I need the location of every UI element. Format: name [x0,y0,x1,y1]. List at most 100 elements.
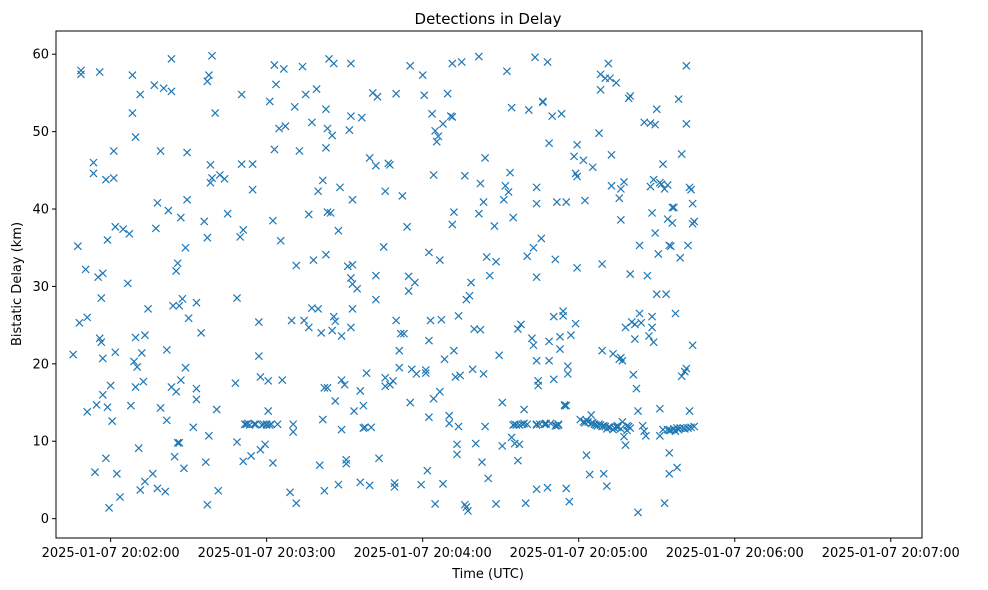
data-point-marker [448,112,457,121]
data-point-marker [524,105,533,114]
data-point-marker [390,482,399,491]
data-point-marker [520,405,529,414]
data-point-marker [666,242,675,251]
data-point-marker [545,139,554,148]
data-point-marker [162,345,171,354]
data-point-marker [304,210,313,219]
data-point-marker [683,241,692,250]
data-point-marker [367,423,376,432]
data-point-marker [532,273,541,282]
data-point-marker [346,323,355,332]
data-point-marker [421,369,430,378]
data-point-marker [668,203,677,212]
data-point-marker [479,369,488,378]
data-point-marker [690,217,699,226]
data-point-marker [515,420,524,430]
data-point-marker [435,256,444,265]
data-point-marker [346,59,355,68]
data-point-marker [643,271,652,280]
data-point-marker [97,294,106,303]
data-point-marker [582,451,591,460]
data-point-marker [270,145,279,154]
data-point-marker [456,371,465,380]
data-point-marker [674,95,683,104]
data-point-marker [237,160,246,169]
data-point-marker [410,278,419,287]
x-tick-label: 2025-01-07 20:07:00 [822,546,960,561]
data-point-marker [635,241,644,250]
data-point-marker [318,176,327,185]
data-point-marker [348,260,357,269]
data-point-marker [356,478,365,487]
data-point-marker [115,492,124,501]
data-point-marker [555,332,565,341]
data-point-marker [189,423,198,432]
data-point-marker [520,419,529,428]
data-point-marker [668,218,677,227]
data-point-marker [579,156,588,165]
data-point-marker [685,407,694,416]
data-point-marker [385,160,394,169]
data-point-marker [89,158,98,167]
data-point-marker [562,198,571,207]
data-point-marker [321,250,330,259]
data-point-marker [275,124,284,133]
data-point-marker [342,459,351,468]
data-point-marker [632,384,641,393]
data-point-marker [337,425,346,434]
data-point-marker [626,270,635,279]
data-point-marker [345,126,354,135]
data-point-marker [204,431,213,440]
data-point-marker [682,61,691,70]
data-point-marker [457,57,466,66]
data-point-marker [665,426,674,435]
data-point-marker [476,325,485,334]
data-point-marker [175,438,184,447]
data-point-marker [431,499,440,508]
data-point-marker [440,355,449,364]
data-point-marker [565,497,574,506]
data-point-marker [326,208,335,217]
data-point-marker [223,209,232,218]
data-point-marker [267,420,276,429]
data-point-marker [404,272,413,281]
data-point-marker [151,224,160,233]
data-point-marker [633,407,643,416]
data-point-marker [630,335,639,344]
data-point-marker [203,77,212,86]
data-point-marker [261,440,270,449]
x-axis: 2025-01-07 20:02:00 2025-01-07 20:03:00 20… [42,538,960,561]
data-point-marker [629,370,638,379]
data-point-marker [619,177,628,186]
data-point-marker [321,143,330,152]
data-point-marker [532,199,541,208]
data-point-marker [183,195,192,204]
data-point-marker [481,422,490,431]
data-point-marker [343,262,352,271]
data-point-marker [286,488,295,497]
data-point-marker [637,318,646,327]
data-point-marker [334,480,343,489]
data-point-marker [206,160,215,169]
data-point-marker [123,279,132,288]
data-point-marker [108,417,117,426]
data-point-marker [201,458,210,467]
data-point-marker [346,112,355,121]
data-point-marker [389,376,398,385]
data-point-marker [390,479,399,488]
data-point-marker [239,225,248,234]
data-point-marker [304,323,313,332]
data-point-marker [502,67,511,76]
data-point-marker [317,328,326,337]
data-point-marker [498,398,507,407]
data-point-marker [153,484,162,493]
data-point-marker [250,420,259,429]
data-point-marker [131,383,140,392]
data-point-marker [175,301,184,310]
data-point-marker [445,419,454,428]
y-tick-label: 40 [32,203,49,218]
data-point-marker [176,213,185,222]
data-point-marker [197,328,206,337]
data-point-marker [448,59,457,68]
data-point-marker [321,105,330,114]
